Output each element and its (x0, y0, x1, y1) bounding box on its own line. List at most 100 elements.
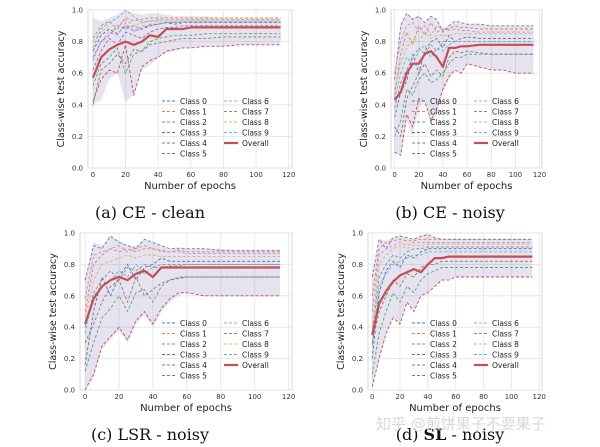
legend-label: Class 2 (180, 340, 207, 349)
caption-c: (c) LSR - noisy (90, 425, 210, 444)
legend-label: Class 8 (242, 340, 269, 349)
legend-label: Class 1 (180, 330, 207, 339)
y-tick-label: 0.2 (64, 355, 75, 363)
series-line-class-6 (371, 241, 533, 312)
legend-label: Class 9 (492, 351, 519, 360)
legend-label: Class 3 (430, 129, 457, 138)
legend-label: Class 9 (492, 129, 519, 138)
x-tick-label: 60 (186, 171, 195, 179)
series-line-class-4 (394, 12, 534, 80)
series-line-overall (393, 43, 534, 101)
legend-label: Class 0 (430, 97, 457, 106)
y-axis-label: Class-wise test accuracy (336, 253, 347, 370)
caption-a: (a) CE - clean (95, 203, 205, 222)
y-tick-label: 0.2 (352, 355, 363, 363)
x-tick-label: 20 (414, 171, 423, 179)
x-tick-label: 100 (249, 171, 262, 179)
series-line-class-5 (371, 260, 533, 343)
legend-label: Class 6 (492, 319, 519, 328)
legend-label: Overall (242, 139, 269, 148)
plot-marks (371, 234, 533, 388)
series-line-class-5 (394, 50, 534, 137)
y-tick-label: 0.8 (352, 261, 363, 269)
chart-d: 0.0 0.2 0.4 0.6 0.8 1.0 0 20 40 60 80 100 120 Number … (336, 230, 546, 415)
caption-d: (d) SL - noisy (300, 425, 600, 444)
x-tick-label: 40 (148, 393, 157, 401)
series-line-class-3 (371, 276, 533, 388)
x-axis-label: Number of epochs (421, 181, 513, 192)
legend-label: Class 0 (180, 97, 207, 106)
series-line-class-5 (84, 276, 281, 344)
series-line-class-0 (84, 257, 281, 365)
legend-label: Class 6 (242, 97, 269, 106)
series-line-class-0 (394, 34, 534, 118)
legend-label: Class 4 (180, 139, 207, 148)
y-tick-label: 1.0 (352, 230, 363, 238)
y-tick-label: 0.8 (375, 38, 386, 46)
y-tick-label: 1.0 (72, 7, 83, 15)
y-tick-label: 0.8 (64, 261, 75, 269)
legend-label: Class 8 (492, 118, 519, 127)
x-tick-label: 120 (282, 171, 295, 179)
legend-label: Class 4 (430, 361, 457, 370)
series-line-class-2 (394, 53, 534, 137)
x-tick-label: 20 (115, 393, 124, 401)
legend-label: Class 5 (430, 372, 457, 381)
x-tick-label: 100 (248, 393, 261, 401)
y-axis-label: Class-wise test accuracy (56, 30, 67, 147)
range-band (372, 234, 533, 387)
legend-label: Class 1 (430, 330, 457, 339)
series-line-class-6 (84, 245, 281, 299)
y-tick-label: 0.6 (72, 70, 84, 78)
legend-label: Overall (242, 361, 269, 370)
caption-d-method: SL (423, 425, 447, 444)
legend-label: Class 9 (242, 129, 269, 138)
legend-label: Class 8 (492, 340, 519, 349)
legend-label: Class 8 (242, 118, 269, 127)
range-band (394, 13, 534, 156)
y-tick-label: 0.8 (72, 38, 83, 46)
chart-a: 0.0 0.2 0.4 0.6 0.8 1.0 0 20 40 60 80 100 120 Number … (56, 7, 295, 193)
series-line-class-4 (371, 234, 533, 278)
legend-label: Overall (492, 361, 519, 370)
series-line-class-9 (371, 251, 533, 347)
y-tick-label: 0.0 (352, 387, 363, 395)
series-line-class-7 (84, 263, 281, 328)
x-tick-label: 40 (154, 171, 163, 179)
y-tick-label: 0.0 (64, 387, 75, 395)
y-tick-label: 0.6 (375, 70, 387, 78)
series-line-class-3 (84, 292, 281, 390)
x-tick-label: 20 (121, 171, 130, 179)
y-tick-label: 0.4 (72, 101, 84, 109)
x-tick-label: 100 (509, 171, 522, 179)
legend-label: Class 0 (430, 319, 457, 328)
legend-label: Class 7 (492, 108, 519, 117)
legend-label: Class 7 (242, 108, 269, 117)
x-tick-label: 60 (182, 393, 191, 401)
legend-label: Class 2 (430, 340, 457, 349)
x-tick-label: 120 (282, 393, 295, 401)
y-tick-label: 0.6 (64, 292, 76, 300)
series-line-overall (371, 255, 533, 336)
caption-d-suffix: - noisy (446, 425, 505, 444)
series-line-class-2 (92, 33, 281, 86)
caption-d-prefix: (d) (395, 425, 424, 444)
legend-label: Class 9 (242, 351, 269, 360)
series-line-class-7 (371, 246, 533, 334)
legend-label: Class 5 (430, 150, 457, 159)
x-tick-label: 100 (505, 393, 518, 401)
legend-label: Class 0 (180, 319, 207, 328)
x-axis-label: Number of epochs (144, 181, 236, 192)
x-axis-label: Number of epochs (409, 403, 501, 414)
x-tick-label: 80 (479, 393, 488, 401)
x-tick-label: 60 (451, 393, 460, 401)
legend-label: Class 5 (180, 372, 207, 381)
x-tick-label: 80 (219, 171, 228, 179)
plot-marks (91, 10, 281, 105)
plot-area (87, 9, 293, 169)
x-tick-label: 60 (463, 171, 472, 179)
chart-c: 0.0 0.2 0.4 0.6 0.8 1.0 0 20 40 60 80 100 120 Number … (48, 230, 295, 415)
legend-label: Class 1 (430, 108, 457, 117)
